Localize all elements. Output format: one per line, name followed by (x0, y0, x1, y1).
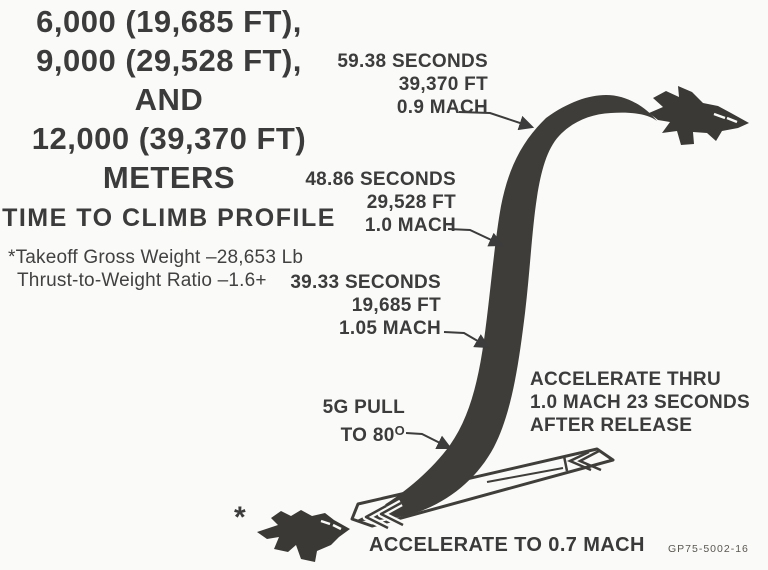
title-line-4: 12,000 (39,370 FT) (31, 121, 307, 156)
milestone-mach: 0.9 MACH (396, 97, 488, 118)
milestone-12000m: 59.38 SECONDS 39,370 FT 0.9 MACH (337, 50, 488, 119)
title-line-2: 9,000 (29,528 FT), (36, 43, 302, 78)
pull-up-label: 5G PULL TO 80O (323, 396, 405, 447)
runway-chevrons-right (562, 449, 602, 472)
arrow-1.05-mach (443, 331, 490, 349)
title-line-1: 6,000 (19,685 FT), (36, 4, 302, 39)
arrow-1.0-mach (447, 228, 505, 247)
leader-arrows (405, 111, 535, 450)
title-line-3: AND (134, 82, 204, 117)
pull-label-line1: 5G PULL (322, 397, 405, 418)
milestone-6000m: 39.33 SECONDS 19,685 FT 1.05 MACH (290, 271, 441, 340)
milestone-time: 39.33 SECONDS (290, 272, 441, 293)
arrow-5g-pull (405, 432, 453, 450)
title-line-5: METERS (102, 160, 236, 195)
milestone-altitude: 19,685 FT (351, 295, 441, 316)
climb-profile-band (355, 95, 657, 521)
runway-chevrons-left (362, 499, 405, 532)
milestone-time: 59.38 SECONDS (337, 51, 488, 72)
climbout-aircraft-icon (649, 86, 749, 145)
milestone-time: 48.86 SECONDS (305, 169, 456, 190)
milestone-altitude: 39,370 FT (398, 74, 488, 95)
runway-edge-line (486, 467, 564, 483)
title-block: 6,000 (19,685 FT), 9,000 (29,528 FT), AN… (0, 2, 338, 233)
footnote-thrust-ratio: Thrust-to-Weight Ratio –1.6+ (17, 270, 267, 291)
figure-code: GP75-5002-16 (668, 543, 749, 555)
pull-label-line2: TO 80O (340, 423, 405, 446)
takeoff-asterisk-marker: * (234, 501, 246, 534)
accelerate-to-label: ACCELERATE TO 0.7 MACH (369, 534, 645, 556)
figure-subtitle: TIME TO CLIMB PROFILE (2, 204, 336, 232)
accelerate-thru-label: ACCELERATE THRU 1.0 MACH 23 SECONDS AFTE… (530, 369, 751, 436)
footnote-gross-weight: *Takeoff Gross Weight –28,653 Lb (8, 247, 304, 268)
milestone-mach: 1.05 MACH (339, 318, 441, 339)
footnote: *Takeoff Gross Weight –28,653 Lb Thrust-… (8, 246, 303, 292)
milestone-mach: 1.0 MACH (364, 215, 456, 236)
superscript-o: O (394, 423, 405, 438)
takeoff-aircraft-icon (257, 510, 350, 562)
milestone-9000m: 48.86 SECONDS 29,528 FT 1.0 MACH (305, 168, 456, 237)
milestone-altitude: 29,528 FT (366, 192, 456, 213)
arrow-0.9-mach (458, 111, 535, 131)
